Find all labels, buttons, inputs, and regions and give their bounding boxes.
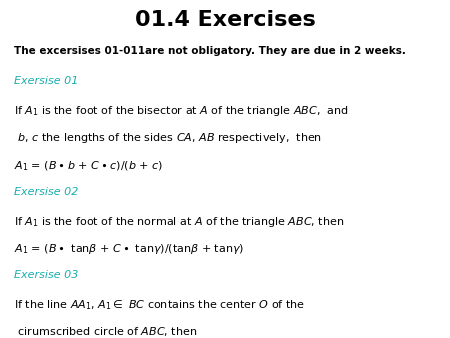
Text: $A_1$ = ($B\bullet$$b$ + $C\bullet$$c$)/($b$ + $c$): $A_1$ = ($B\bullet$$b$ + $C\bullet$$c$)/…	[14, 159, 163, 173]
Text: $A_1$ = ($B\bullet$ tan$\beta$ + $C\bullet$ tan$\gamma$)/(tan$\beta$ + tan$\gamm: $A_1$ = ($B\bullet$ tan$\beta$ + $C\bull…	[14, 242, 244, 256]
Text: 01.4 Exercises: 01.4 Exercises	[135, 10, 315, 30]
Text: Exersise 01: Exersise 01	[14, 76, 78, 86]
Text: Exersise 02: Exersise 02	[14, 187, 78, 197]
Text: If the line $AA_1$, $A_1\in$ $BC$ contains the center $O$ of the: If the line $AA_1$, $A_1\in$ $BC$ contai…	[14, 298, 305, 312]
Text: If $A_1$ is the foot of the normal at $A$ of the triangle $ABC$, then: If $A_1$ is the foot of the normal at $A…	[14, 215, 344, 228]
Text: $b$, $c$ the lengths of the sides $CA$, $AB$ respectively,  then: $b$, $c$ the lengths of the sides $CA$, …	[14, 131, 322, 145]
Text: Exersise 03: Exersise 03	[14, 270, 78, 280]
Text: The excersises 01-011are not obligatory. They are due in 2 weeks.: The excersises 01-011are not obligatory.…	[14, 46, 405, 56]
Text: If $A_1$ is the foot of the bisector at $A$ of the triangle $ABC$,  and: If $A_1$ is the foot of the bisector at …	[14, 104, 348, 118]
Text: cirumscribed circle of $ABC$, then: cirumscribed circle of $ABC$, then	[14, 325, 197, 338]
